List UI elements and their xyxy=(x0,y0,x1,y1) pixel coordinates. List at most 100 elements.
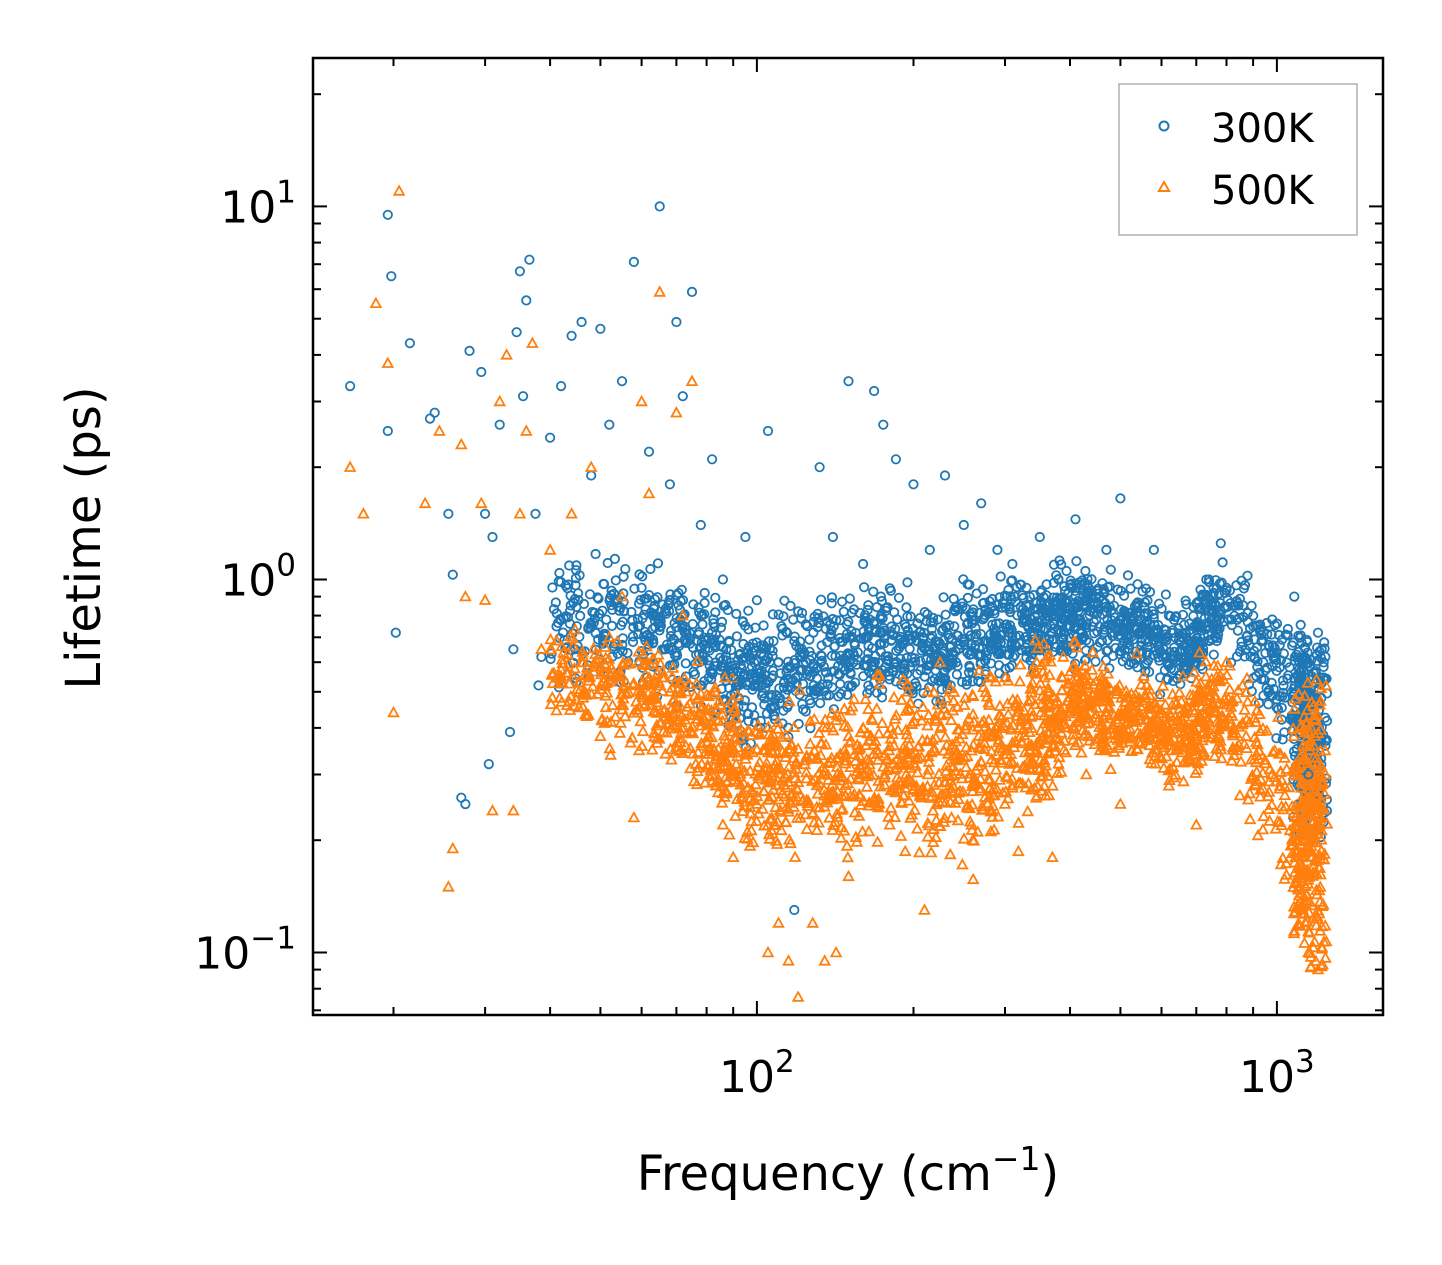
density-point-500k xyxy=(765,811,779,824)
density-point-300k xyxy=(1081,589,1092,601)
density-point-500k xyxy=(765,745,779,757)
density-point-300k xyxy=(1242,570,1253,581)
density-point-500k xyxy=(594,677,608,690)
density-point-500k xyxy=(943,847,957,860)
y-tick-label: 10−1 xyxy=(194,921,296,980)
density-point-500k xyxy=(1271,710,1285,722)
y-tick-exp: 0 xyxy=(276,548,296,584)
density-point-500k xyxy=(1313,766,1327,778)
density-point-300k xyxy=(571,560,582,571)
density-point-500k xyxy=(766,727,780,739)
density-point-300k xyxy=(876,595,887,607)
data-point-300k xyxy=(890,454,902,465)
data-point-500k xyxy=(442,880,455,892)
density-point-300k xyxy=(749,710,760,721)
density-point-300k xyxy=(989,608,1000,619)
density-point-500k xyxy=(984,804,998,817)
density-point-300k xyxy=(699,597,710,609)
data-point-500k xyxy=(418,496,432,509)
data-point-500k xyxy=(883,818,897,830)
density-point-300k xyxy=(940,609,951,620)
density-point-300k xyxy=(731,608,742,620)
data-point-300k xyxy=(344,380,356,392)
density-point-300k xyxy=(876,638,887,649)
data-point-500k xyxy=(627,810,641,823)
density-point-300k xyxy=(938,592,949,603)
density-point-300k xyxy=(635,594,646,605)
density-point-300k xyxy=(1079,601,1090,612)
density-point-500k xyxy=(1099,743,1113,756)
density-point-500k xyxy=(788,850,802,862)
density-point-300k xyxy=(763,676,774,688)
density-point-300k xyxy=(823,672,834,684)
density-point-500k xyxy=(750,814,763,826)
density-point-500k xyxy=(1256,822,1270,835)
data-point-300k xyxy=(1115,493,1126,504)
density-point-300k xyxy=(627,631,639,642)
density-point-500k xyxy=(544,643,557,655)
density-point-500k xyxy=(1262,774,1276,787)
density-cloud-500k xyxy=(544,622,1334,973)
density-point-500k xyxy=(774,805,788,817)
density-point-500k xyxy=(546,676,560,688)
density-point-500k xyxy=(1288,810,1302,822)
density-point-300k xyxy=(1124,639,1135,650)
density-point-300k xyxy=(710,607,721,618)
density-point-500k xyxy=(726,724,740,737)
density-point-500k xyxy=(1015,710,1028,722)
data-point-300k xyxy=(386,271,397,282)
density-point-300k xyxy=(891,656,902,668)
data-point-500k xyxy=(486,804,499,816)
density-point-500k xyxy=(1064,664,1077,677)
density-point-500k xyxy=(943,681,957,694)
density-point-500k xyxy=(563,629,577,642)
data-point-500k xyxy=(500,348,513,360)
data-point-300k xyxy=(1163,610,1175,621)
density-point-500k xyxy=(1314,694,1327,706)
data-point-500k xyxy=(772,916,785,928)
density-point-300k xyxy=(680,658,691,669)
density-point-300k xyxy=(778,705,789,716)
density-point-500k xyxy=(1311,903,1325,916)
density-point-300k xyxy=(919,606,930,618)
density-point-500k xyxy=(1200,681,1213,694)
density-point-300k xyxy=(918,627,930,638)
data-point-500k xyxy=(459,589,472,602)
density-point-500k xyxy=(654,705,667,717)
density-point-500k xyxy=(716,708,729,720)
density-point-300k xyxy=(590,644,601,655)
density-point-300k xyxy=(1188,610,1199,622)
density-point-300k xyxy=(1299,642,1310,653)
density-point-500k xyxy=(1006,781,1019,793)
density-point-500k xyxy=(800,822,814,834)
density-point-300k xyxy=(778,611,789,622)
density-point-300k xyxy=(1211,625,1222,636)
density-point-300k xyxy=(800,619,811,630)
density-point-500k xyxy=(800,793,814,805)
density-point-300k xyxy=(769,694,781,705)
density-point-500k xyxy=(798,757,812,770)
density-point-300k xyxy=(1238,600,1249,611)
data-point-500k xyxy=(575,655,588,667)
density-point-300k xyxy=(841,619,853,630)
density-point-500k xyxy=(987,781,1001,794)
density-point-300k xyxy=(563,579,574,590)
density-point-500k xyxy=(862,799,876,811)
y-tick-base: 10 xyxy=(194,929,250,980)
density-point-300k xyxy=(812,686,824,698)
density-point-500k xyxy=(1097,735,1110,748)
density-point-500k xyxy=(1279,856,1293,869)
density-point-300k xyxy=(618,571,629,582)
data-point-500k xyxy=(602,630,616,642)
density-point-500k xyxy=(1142,702,1156,714)
density-point-500k xyxy=(793,683,807,695)
density-point-500k xyxy=(1050,714,1064,726)
density-point-500k xyxy=(1311,757,1324,770)
density-point-500k xyxy=(561,666,575,678)
density-point-500k xyxy=(774,783,787,795)
density-point-300k xyxy=(1241,631,1252,642)
density-point-500k xyxy=(1169,768,1182,780)
density-point-500k xyxy=(701,717,714,729)
data-point-300k xyxy=(1007,558,1018,570)
density-point-500k xyxy=(937,744,951,756)
